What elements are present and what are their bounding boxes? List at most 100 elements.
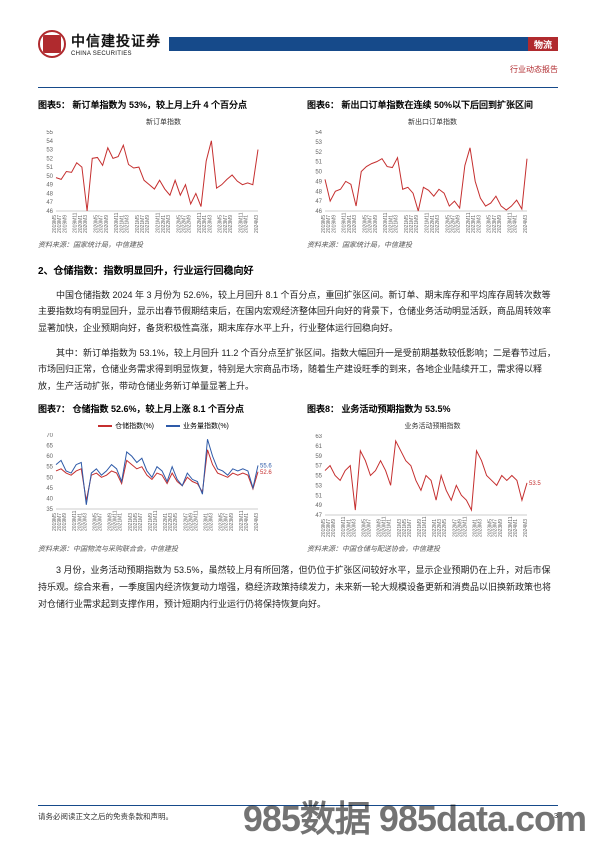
svg-text:2024M1: 2024M1: [513, 519, 519, 537]
svg-text:2023M9: 2023M9: [497, 214, 503, 232]
svg-text:46: 46: [46, 209, 53, 215]
svg-text:2021M3: 2021M3: [125, 214, 131, 232]
svg-text:40: 40: [46, 497, 53, 503]
divider: [38, 87, 558, 88]
chart7-source: 资料来源：中国物流与采购联合会，中信建投: [38, 544, 289, 554]
svg-text:2022M9: 2022M9: [187, 214, 193, 232]
svg-text:2024M3: 2024M3: [523, 214, 529, 232]
svg-text:2020M7: 2020M7: [366, 519, 372, 537]
svg-text:70: 70: [46, 433, 53, 439]
svg-text:52: 52: [46, 156, 53, 162]
logo-icon: [38, 30, 66, 58]
svg-text:2023M3: 2023M3: [207, 214, 213, 232]
svg-text:2024M3: 2024M3: [523, 519, 529, 537]
svg-text:55: 55: [46, 130, 53, 136]
svg-text:50: 50: [46, 173, 53, 179]
svg-text:65: 65: [46, 444, 53, 450]
svg-text:2023M9: 2023M9: [498, 519, 504, 537]
svg-text:2021M9: 2021M9: [414, 214, 420, 232]
svg-text:2020M3: 2020M3: [83, 214, 89, 232]
header-bar: 物流: [169, 37, 558, 51]
svg-text:47: 47: [315, 199, 322, 205]
chart8-inner-title: 业务活动预期指数: [307, 421, 558, 431]
svg-text:2020M3: 2020M3: [82, 513, 88, 531]
svg-text:2020M9: 2020M9: [104, 214, 110, 232]
svg-text:2024M1: 2024M1: [513, 214, 519, 232]
svg-text:50: 50: [46, 476, 53, 482]
chart6-title: 图表6： 新出口订单指数在连续 50%以下后回到扩张区间: [307, 98, 558, 111]
svg-text:2019M9: 2019M9: [62, 214, 68, 232]
svg-text:2019M9: 2019M9: [62, 513, 68, 531]
svg-text:2023M9: 2023M9: [229, 513, 235, 531]
svg-text:2022M11: 2022M11: [462, 517, 468, 538]
svg-text:53.5: 53.5: [529, 481, 541, 487]
chart8-source: 资料来源：中国仓储与配送协会，中信建投: [307, 544, 558, 554]
logo-text-en: CHINA SECURITIES: [71, 51, 161, 57]
section2-para2: 其中：新订单指数为 53.1%，较上月回升 11.2 个百分点至扩张区间。指数大…: [38, 345, 558, 395]
svg-text:2021M1: 2021M1: [387, 519, 393, 537]
logo: 中信建投证券 CHINA SECURITIES: [38, 30, 161, 58]
svg-text:2022M5: 2022M5: [173, 513, 179, 531]
svg-text:2021M3: 2021M3: [394, 214, 400, 232]
svg-text:2021M11: 2021M11: [422, 517, 428, 538]
svg-text:2020M3: 2020M3: [352, 214, 358, 232]
chart5-title: 图表5： 新订单指数为 53%，较上月上升 4 个百分点: [38, 98, 289, 111]
svg-text:46: 46: [315, 209, 322, 215]
svg-text:60: 60: [46, 455, 53, 461]
svg-text:2022M3: 2022M3: [166, 214, 172, 232]
svg-text:2020M9: 2020M9: [373, 214, 379, 232]
svg-text:53: 53: [315, 484, 322, 490]
chart8: 业务活动预期指数 4749515355575961632019M52019M72…: [307, 421, 558, 541]
chart6: 新出口订单指数 4647484950515253542019M52019M720…: [307, 117, 558, 237]
svg-text:47: 47: [46, 200, 53, 206]
svg-text:2022M9: 2022M9: [456, 214, 462, 232]
svg-text:59: 59: [315, 454, 322, 460]
svg-text:2019M9: 2019M9: [331, 214, 337, 232]
svg-text:51: 51: [46, 165, 53, 171]
svg-text:51: 51: [315, 494, 322, 500]
chart5: 新订单指数 464748495051525354552019M52019M720…: [38, 117, 289, 237]
svg-text:2021M7: 2021M7: [138, 513, 144, 531]
svg-text:2021M1: 2021M1: [118, 513, 124, 531]
svg-text:49: 49: [315, 179, 322, 185]
chart7-legend-0: 仓储指数(%): [115, 421, 154, 431]
svg-text:2022M11: 2022M11: [193, 511, 199, 532]
svg-text:2024M3: 2024M3: [254, 214, 260, 232]
svg-text:57: 57: [315, 464, 322, 470]
svg-text:47: 47: [315, 513, 322, 519]
svg-text:63: 63: [315, 434, 322, 440]
chart5-source: 资料来源：国家统计局，中信建投: [38, 240, 289, 250]
para3: 3 月份，业务活动预期指数为 53.5%，虽然较上月有所回落，但仍位于扩张区间较…: [38, 562, 558, 612]
svg-text:53: 53: [315, 139, 322, 145]
svg-text:49: 49: [46, 182, 53, 188]
chart7-legend: 仓储指数(%) 业务量指数(%): [38, 421, 289, 431]
svg-text:2020M7: 2020M7: [97, 513, 103, 531]
category-label: 物流: [528, 37, 558, 51]
svg-text:2023M3: 2023M3: [209, 513, 215, 531]
chart7-title: 图表7： 仓储指数 52.6%，较上月上涨 8.1 个百分点: [38, 402, 289, 415]
svg-text:61: 61: [315, 444, 322, 450]
watermark: 985数据 985data.com: [243, 790, 586, 842]
svg-text:51: 51: [315, 159, 322, 165]
chart7: 仓储指数(%) 业务量指数(%) 35404550556065702019M52…: [38, 421, 289, 541]
chart8-title: 图表8： 业务活动预期指数为 53.5%: [307, 402, 558, 415]
svg-text:2021M7: 2021M7: [407, 519, 413, 537]
svg-text:2022M5: 2022M5: [442, 519, 448, 537]
disclaimer: 请务必阅读正文之后的免责条款和声明。: [38, 811, 173, 822]
svg-text:48: 48: [315, 189, 322, 195]
chart6-inner-title: 新出口订单指数: [307, 117, 558, 127]
svg-text:2022M3: 2022M3: [435, 214, 441, 232]
svg-text:55.6: 55.6: [260, 464, 272, 470]
svg-text:2024M1: 2024M1: [244, 214, 250, 232]
section2-title: 2、仓储指数：指数明显回升，行业运行回稳向好: [38, 262, 558, 277]
svg-text:55: 55: [315, 474, 322, 480]
chart5-inner-title: 新订单指数: [38, 117, 289, 127]
svg-text:2024M1: 2024M1: [244, 513, 250, 531]
svg-text:49: 49: [315, 504, 322, 510]
chart6-source: 资料来源：国家统计局，中信建投: [307, 240, 558, 250]
header: 中信建投证券 CHINA SECURITIES 物流: [38, 30, 558, 58]
report-type: 行业动态报告: [38, 64, 558, 75]
chart7-legend-1: 业务量指数(%): [183, 421, 229, 431]
svg-text:2020M3: 2020M3: [351, 519, 357, 537]
svg-text:45: 45: [46, 486, 53, 492]
